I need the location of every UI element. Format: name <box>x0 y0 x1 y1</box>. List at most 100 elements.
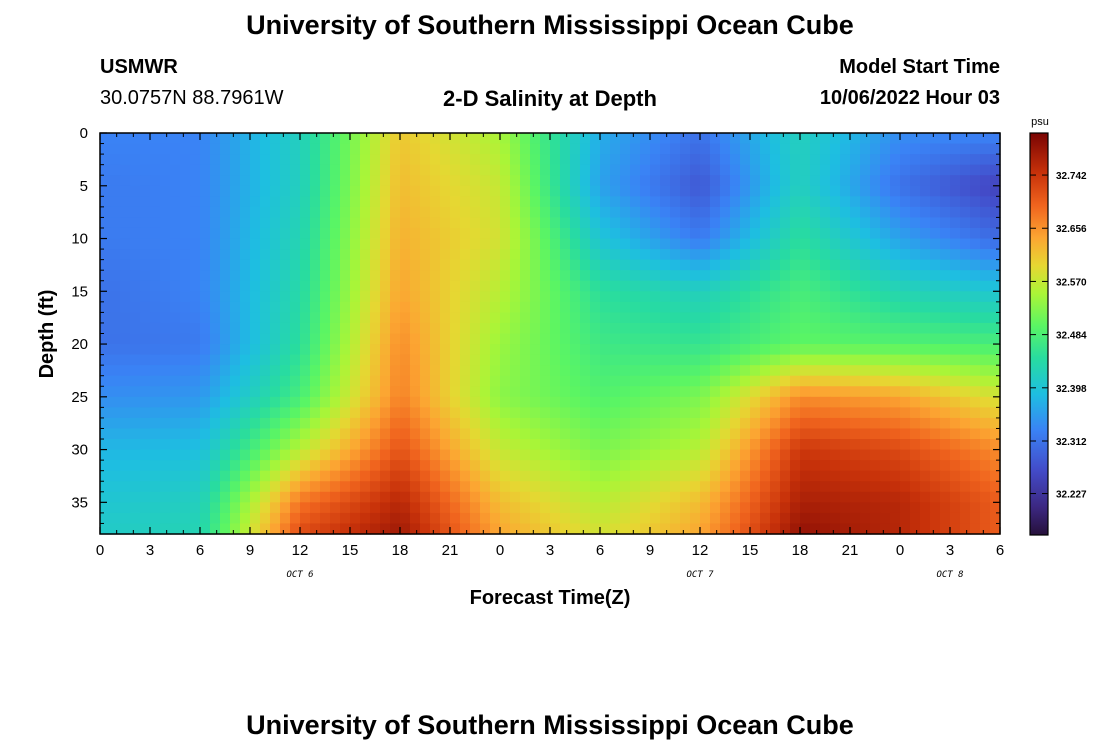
heatmap-cell <box>170 185 181 197</box>
heatmap-cell <box>850 354 861 366</box>
heatmap-cell <box>790 375 801 387</box>
heatmap-cell <box>410 386 421 398</box>
heatmap-cell <box>850 512 861 525</box>
heatmap-cell <box>240 417 251 430</box>
heatmap-cell <box>450 375 461 387</box>
heatmap-cell <box>310 291 321 303</box>
heatmap-cell <box>900 185 911 197</box>
heatmap-cell <box>690 386 701 398</box>
heatmap-cell <box>440 133 451 145</box>
heatmap-cell <box>330 133 341 145</box>
heatmap-cell <box>750 354 761 366</box>
x-tick-label: 0 <box>496 542 504 559</box>
heatmap-cell <box>170 175 181 187</box>
heatmap-cell <box>450 460 461 472</box>
heatmap-cell <box>320 164 331 176</box>
heatmap-cell <box>130 238 141 250</box>
heatmap-cell <box>600 375 611 387</box>
heatmap-cell <box>310 470 321 482</box>
heatmap-cell <box>770 365 781 377</box>
heatmap-cell <box>550 523 561 535</box>
heatmap-cell <box>460 491 471 503</box>
heatmap-cell <box>300 312 311 324</box>
heatmap-cell <box>100 417 111 430</box>
heatmap-cell <box>680 502 691 514</box>
heatmap-cell <box>960 333 971 345</box>
heatmap-cell <box>850 217 861 229</box>
heatmap-cell <box>280 365 291 377</box>
heatmap-cell <box>510 259 521 271</box>
heatmap-cell <box>680 407 691 419</box>
heatmap-cell <box>870 280 881 292</box>
heatmap-cell <box>420 417 431 430</box>
heatmap-cell <box>470 249 481 261</box>
heatmap-cell <box>820 428 831 440</box>
heatmap-cell <box>610 322 621 335</box>
heatmap-cell <box>160 312 171 324</box>
heatmap-cell <box>810 164 821 176</box>
heatmap-cell <box>500 523 511 535</box>
heatmap-cell <box>790 460 801 472</box>
heatmap-cell <box>900 375 911 387</box>
heatmap-cell <box>410 365 421 377</box>
heatmap-cell <box>860 196 871 208</box>
heatmap-cell <box>540 449 551 461</box>
heatmap-cell <box>320 322 331 335</box>
heatmap-cell <box>910 238 921 250</box>
heatmap-cell <box>200 470 211 482</box>
heatmap-cell <box>860 217 871 229</box>
heatmap-cell <box>670 344 681 356</box>
heatmap-cell <box>210 375 221 387</box>
heatmap-cell <box>400 270 411 282</box>
heatmap-cell <box>150 407 161 419</box>
heatmap-cell <box>780 175 791 187</box>
heatmap-cell <box>250 470 261 482</box>
heatmap-cell <box>160 301 171 313</box>
heatmap-cell <box>990 280 1001 292</box>
heatmap-cell <box>370 227 381 240</box>
heatmap-cell <box>630 206 641 219</box>
heatmap-cell <box>570 196 581 208</box>
heatmap-cell <box>290 375 301 387</box>
heatmap-cell <box>210 175 221 187</box>
heatmap-cell <box>640 270 651 282</box>
heatmap-cell <box>990 354 1001 366</box>
heatmap-cell <box>260 460 271 472</box>
heatmap-cell <box>640 196 651 208</box>
heatmap-cell <box>580 333 591 345</box>
heatmap-cell <box>980 227 991 240</box>
heatmap-cell <box>240 280 251 292</box>
heatmap-cell <box>980 143 991 155</box>
heatmap-cell <box>950 417 961 430</box>
heatmap-cell <box>300 386 311 398</box>
heatmap-cell <box>970 502 981 514</box>
heatmap-cell <box>490 312 501 324</box>
heatmap-cell <box>860 206 871 219</box>
heatmap-cell <box>340 417 351 430</box>
heatmap-cell <box>830 249 841 261</box>
heatmap-cell <box>370 502 381 514</box>
heatmap-cell <box>460 470 471 482</box>
heatmap-cell <box>760 227 771 240</box>
heatmap-cell <box>410 291 421 303</box>
heatmap-cell <box>110 133 121 145</box>
y-tick-label: 30 <box>71 442 88 459</box>
heatmap-cell <box>490 301 501 313</box>
heatmap-cell <box>800 354 811 366</box>
heatmap-cell <box>200 322 211 335</box>
heatmap-cell <box>900 206 911 219</box>
heatmap-cell <box>600 175 611 187</box>
heatmap-cell <box>210 386 221 398</box>
heatmap-cell <box>320 396 331 408</box>
heatmap-cell <box>850 312 861 324</box>
heatmap-cell <box>730 206 741 219</box>
heatmap-cell <box>770 491 781 503</box>
heatmap-cell <box>650 365 661 377</box>
heatmap-cell <box>780 238 791 250</box>
heatmap-cell <box>400 143 411 155</box>
heatmap-cell <box>260 154 271 166</box>
heatmap-cell <box>590 227 601 240</box>
heatmap-cell <box>290 470 301 482</box>
heatmap-cell <box>190 512 201 525</box>
